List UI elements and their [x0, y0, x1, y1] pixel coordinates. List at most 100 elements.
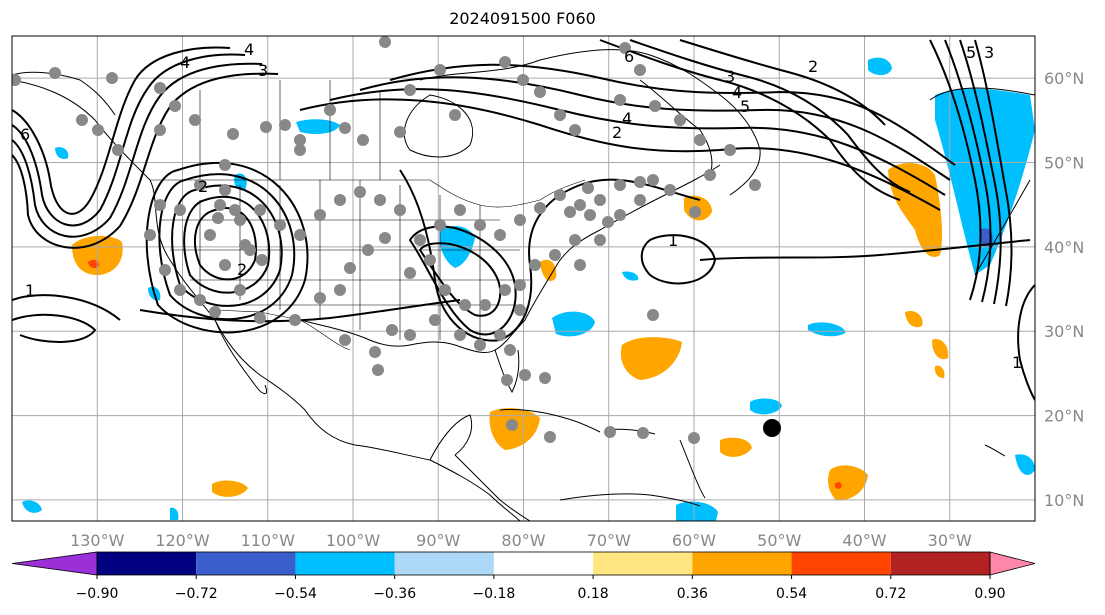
station-dot	[539, 372, 551, 384]
shade-red-pacific	[88, 259, 100, 269]
station-dot	[394, 204, 406, 216]
colorbar-tick-label: −0.54	[274, 586, 317, 602]
contour-line	[408, 225, 517, 336]
colorbar-segment	[493, 552, 594, 575]
station-dot	[534, 202, 546, 214]
longitude-tick-labels: 130°W 120°W 110°W 100°W 90°W 80°W 70°W 60°W 50°W…	[70, 531, 972, 550]
azores-islands	[984, 444, 1006, 457]
station-dot	[219, 259, 231, 271]
station-dot	[274, 219, 286, 231]
station-dot	[724, 144, 736, 156]
caribbean-islands	[679, 439, 706, 499]
lat-tick-label: 30°N	[1044, 322, 1084, 341]
station-dot	[602, 216, 614, 228]
station-dot	[76, 114, 88, 126]
colorbar-segment	[593, 552, 693, 575]
map-title: 2024091500 F060	[449, 9, 596, 28]
florida	[494, 349, 520, 394]
station-dot	[194, 179, 206, 191]
station-dot	[674, 114, 686, 126]
station-dot	[294, 144, 306, 156]
contour-line	[12, 294, 121, 321]
station-dot	[294, 229, 306, 241]
colorbar-segment	[791, 552, 891, 575]
station-dot	[614, 209, 626, 221]
station-dot	[499, 56, 511, 68]
state-lines-2	[160, 219, 530, 306]
colorbar-tick-label: −0.36	[373, 586, 416, 602]
station-dot	[647, 174, 659, 186]
station-dot	[634, 176, 646, 188]
station-dot	[439, 284, 451, 296]
station-dot	[339, 334, 351, 346]
map-frame	[11, 35, 1036, 522]
contour-line	[12, 72, 279, 249]
colorbar-outline	[96, 551, 991, 576]
station-dot	[386, 324, 398, 336]
station-dot	[634, 64, 646, 76]
contour-line	[299, 98, 941, 211]
station-dot	[454, 329, 466, 341]
station-dot	[474, 339, 486, 351]
shade-blue-small-2	[55, 147, 69, 159]
colorbar-segment	[692, 552, 792, 575]
shade-blue-small-1	[868, 57, 892, 76]
shade-blue-atlantic-1	[552, 311, 595, 337]
gulf-coast	[299, 164, 721, 353]
shade-blue-atlantic-3	[750, 398, 782, 415]
contour-line	[12, 313, 97, 343]
station-dot	[689, 206, 701, 218]
lon-tick-label: 50°W	[757, 531, 801, 550]
colorbar-tick-label: 0.90	[974, 586, 1005, 602]
station-dot	[584, 209, 596, 221]
station-dot	[189, 114, 201, 126]
shade-red-atlantic-5	[834, 482, 842, 489]
station-dot	[404, 84, 416, 96]
station-dot	[379, 36, 391, 48]
contour-line	[959, 39, 1002, 305]
colorbar-segment	[890, 552, 990, 575]
contour-line	[599, 39, 901, 201]
station-dot	[424, 254, 436, 266]
station-dot	[374, 194, 386, 206]
lat-tick-label: 60°N	[1044, 69, 1084, 88]
shade-orange-atlantic-5	[828, 465, 868, 501]
station-dot	[514, 279, 526, 291]
contour-line	[629, 39, 911, 193]
station-dot	[314, 209, 326, 221]
station-dot	[649, 100, 661, 112]
shade-orange-atlantic-8	[932, 339, 949, 360]
station-dot	[357, 134, 369, 146]
station-dot	[174, 204, 186, 216]
station-dot	[404, 329, 416, 341]
station-dot	[159, 264, 171, 276]
station-dot	[279, 119, 291, 131]
shade-blue-greenland-dark	[979, 228, 993, 247]
station-dot	[574, 259, 586, 271]
station-dot	[219, 159, 231, 171]
station-dot	[619, 42, 631, 54]
us-mexico-border	[214, 309, 351, 351]
station-dot	[454, 204, 466, 216]
contour-label: 2	[612, 123, 622, 142]
lon-tick-label: 70°W	[587, 531, 631, 550]
station-dot	[49, 67, 61, 79]
lat-tick-label: 20°N	[1044, 407, 1084, 426]
colorbar-segment	[97, 552, 197, 575]
lon-tick-label: 60°W	[672, 531, 716, 550]
contour-line	[158, 173, 296, 321]
contour-label: 6	[624, 47, 634, 66]
latitude-tick-labels: 10°N 20°N 30°N 40°N 50°N 60°N	[1044, 69, 1084, 510]
contour-line	[418, 242, 502, 317]
contour-label: 2	[237, 260, 247, 279]
station-dot	[194, 294, 206, 306]
shade-orange-east	[540, 259, 557, 282]
lon-tick-label: 100°W	[326, 531, 381, 550]
station-dot	[549, 249, 561, 261]
lon-tick-label: 80°W	[501, 531, 545, 550]
lon-tick-label: 130°W	[70, 531, 125, 550]
station-dot	[517, 74, 529, 86]
station-dot	[254, 204, 266, 216]
contour-line	[12, 46, 231, 215]
